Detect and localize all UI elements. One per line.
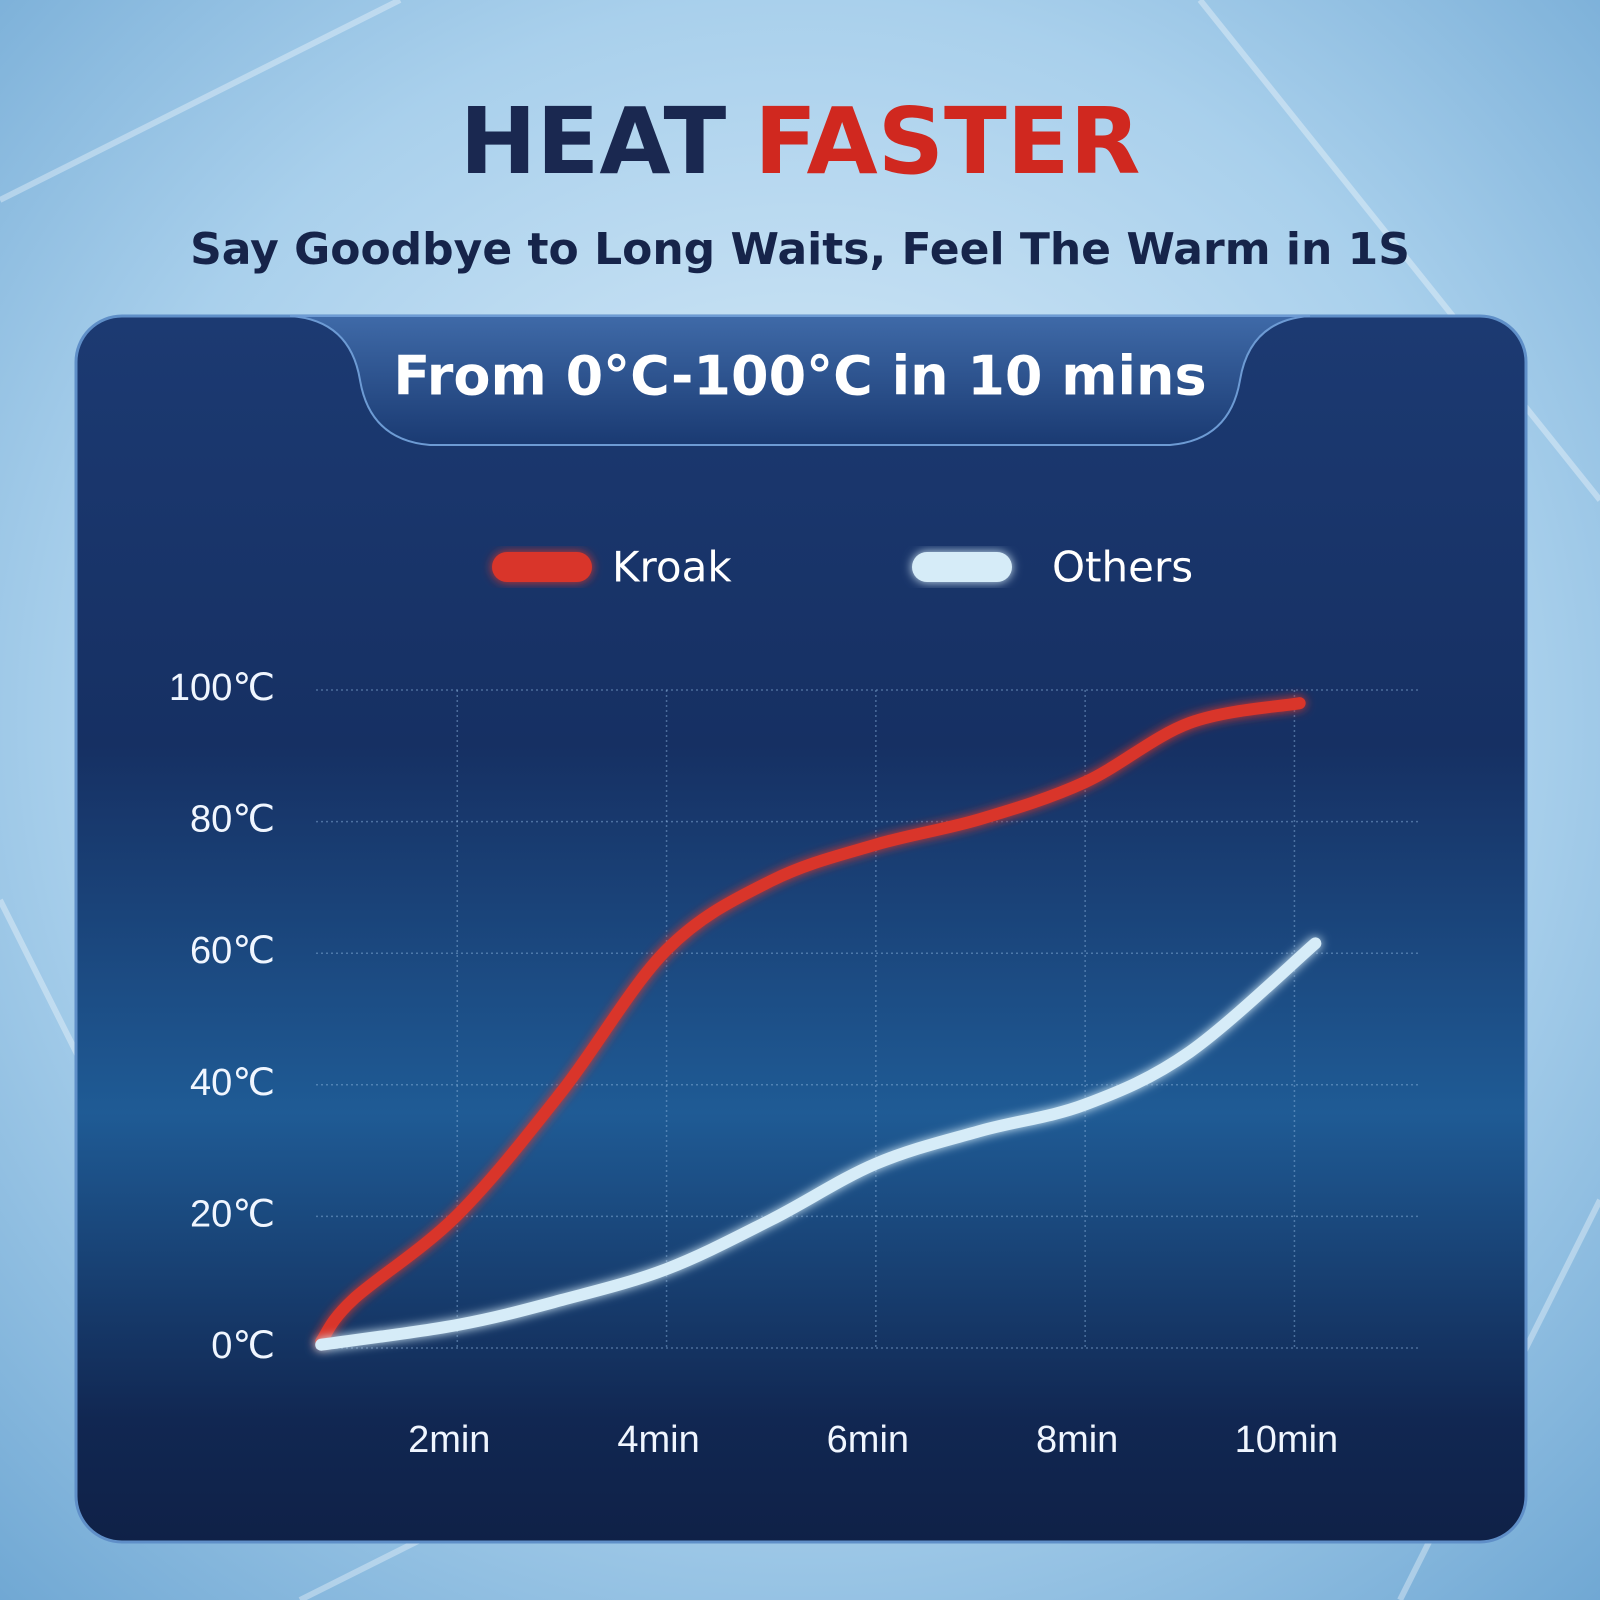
banner (289, 315, 1311, 446)
legend-label: Kroak (612, 543, 732, 592)
subtitle: Say Goodbye to Long Waits, Feel The Warm… (190, 224, 1410, 275)
y-tick-label: 40℃ (190, 1062, 275, 1104)
banner-text: From 0°C-100°C in 10 mins (393, 345, 1206, 408)
title-part: HEAT (460, 88, 727, 195)
legend-label: Others (1052, 543, 1193, 592)
legend-swatch (912, 552, 1012, 582)
x-tick-label: 8min (1036, 1419, 1118, 1461)
panel (74, 314, 1528, 1544)
y-tick-label: 60℃ (190, 930, 275, 972)
title-part: FASTER (754, 88, 1140, 195)
legend-swatch (492, 552, 592, 582)
y-tick-label: 100℃ (169, 667, 275, 709)
x-tick-label: 2min (408, 1419, 490, 1461)
series-line (315, 937, 1322, 1351)
y-tick-label: 20℃ (190, 1193, 275, 1235)
y-tick-label: 0℃ (211, 1325, 275, 1367)
x-tick-label: 4min (617, 1419, 699, 1461)
title: HEAT FASTER (460, 88, 1141, 195)
y-tick-label: 80℃ (190, 799, 275, 841)
x-tick-label: 6min (827, 1419, 909, 1461)
plot: 0℃ 20℃ 40℃ 60℃ 80℃ 100℃ 2min 4min 6min 8min 10min (169, 667, 1440, 1461)
x-tick-label: 10min (1235, 1419, 1339, 1461)
series-line (315, 697, 1306, 1348)
